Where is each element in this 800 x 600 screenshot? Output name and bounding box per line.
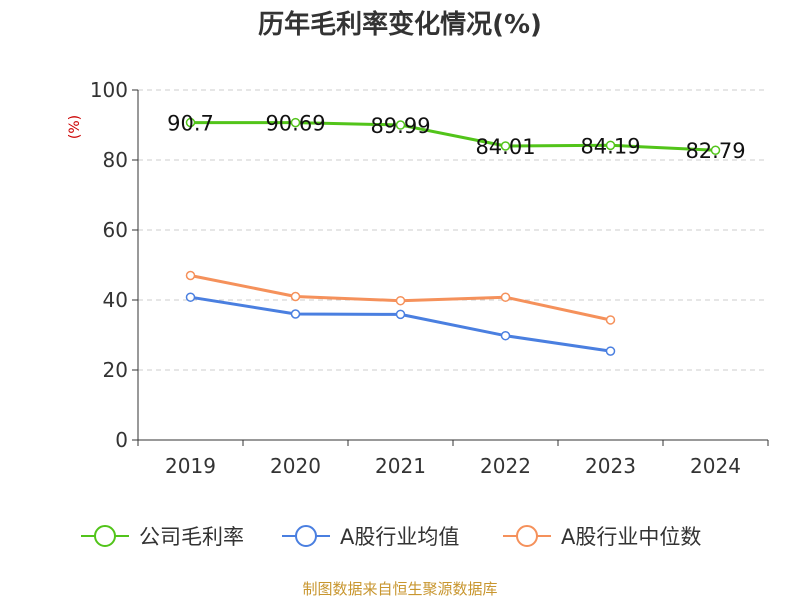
y-tick-label: 40 xyxy=(103,288,128,312)
data-point xyxy=(710,145,721,155)
x-tick-label: 2019 xyxy=(165,454,216,478)
data-label: 82.79 xyxy=(685,139,745,163)
data-point xyxy=(395,295,406,306)
data-point xyxy=(185,117,196,128)
x-tick-label: 2021 xyxy=(375,454,426,478)
y-tick-label: 0 xyxy=(115,428,128,452)
legend-marker xyxy=(94,525,116,547)
data-point xyxy=(395,309,406,320)
legend-label: A股行业均值 xyxy=(340,525,459,549)
x-tick-label: 2023 xyxy=(585,454,636,478)
series-line xyxy=(190,121,716,152)
legend-marker xyxy=(516,525,538,547)
data-point xyxy=(500,141,511,151)
data-labels: 90.7 90.69 89.99 84.01 84.19 82.79 xyxy=(167,112,745,164)
y-tick-label: 20 xyxy=(103,358,128,382)
data-point xyxy=(500,292,511,302)
y-tick-label: 100 xyxy=(90,78,128,102)
y-tick-label: 80 xyxy=(103,148,128,172)
legend-item-2: A股行业均值 xyxy=(282,525,459,549)
axes: 0 20 40 60 80 100 2019 2020 2021 2022 2023 2024 xyxy=(90,78,769,478)
series-lines xyxy=(185,117,721,356)
data-point xyxy=(605,315,616,325)
legend-item-1: 公司毛利率 xyxy=(81,525,244,549)
grid-lines xyxy=(138,89,768,371)
series-2 xyxy=(185,292,616,356)
data-point xyxy=(290,291,301,302)
data-point xyxy=(605,140,616,151)
series-1 xyxy=(185,117,721,155)
data-label: 90.7 xyxy=(167,112,214,136)
legend-label: 公司毛利率 xyxy=(139,525,244,549)
data-label: 90.69 xyxy=(265,112,325,136)
legend-label: A股行业中位数 xyxy=(561,525,701,549)
legend: 公司毛利率 A股行业均值 A股行业中位数 xyxy=(81,525,701,549)
x-tick-label: 2020 xyxy=(270,454,321,478)
data-point xyxy=(500,330,511,341)
data-point xyxy=(605,346,616,356)
x-tick-label: 2022 xyxy=(480,454,531,478)
data-label: 84.01 xyxy=(475,135,535,159)
data-point xyxy=(185,292,196,302)
data-point xyxy=(290,309,301,319)
legend-item-3: A股行业中位数 xyxy=(503,525,701,549)
chart-title: 历年毛利率变化情况(%) xyxy=(258,9,542,40)
data-label: 84.19 xyxy=(580,134,640,158)
data-point xyxy=(185,270,196,281)
y-tick-label: 60 xyxy=(103,218,128,242)
data-label: 89.99 xyxy=(370,114,430,138)
legend-marker xyxy=(295,525,317,547)
data-point xyxy=(290,117,301,128)
series-3 xyxy=(185,270,616,325)
source-note: 制图数据来自恒生聚源数据库 xyxy=(302,580,497,598)
y-axis-unit-label: (%) xyxy=(67,115,83,139)
x-tick-label: 2024 xyxy=(690,454,741,478)
data-point xyxy=(395,120,406,130)
